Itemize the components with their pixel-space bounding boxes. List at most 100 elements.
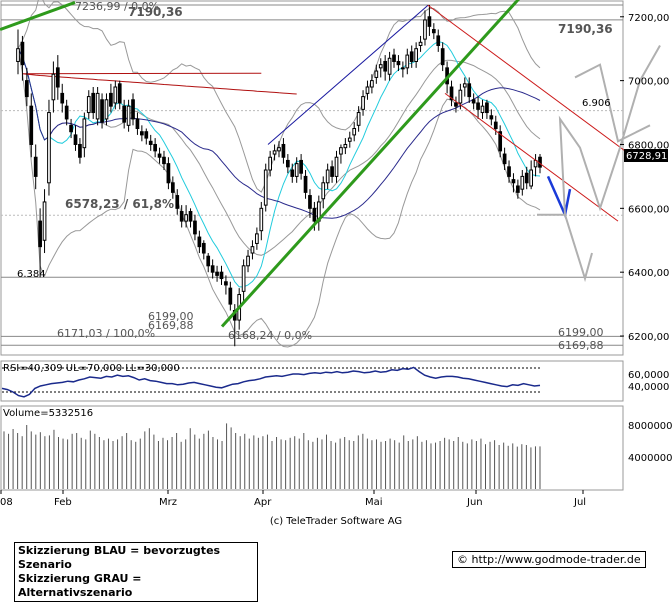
y-tick-label-1: 7000,00 [628, 77, 669, 88]
candle-body-52 [246, 255, 250, 267]
candle-body-21 [109, 92, 113, 107]
candle-body-42 [201, 242, 206, 254]
channel-red-lower [444, 92, 619, 222]
candle-body-39 [188, 211, 193, 222]
candle-body-27 [135, 118, 140, 130]
candle-body-47 [224, 281, 228, 286]
candle-body-28 [140, 131, 144, 136]
price-level-lines [1, 4, 623, 346]
candle-body-64 [299, 159, 303, 174]
candlesticks [16, 4, 542, 347]
scenario-gray-alt [574, 63, 651, 143]
candle-body-10 [60, 92, 65, 104]
candle-body-32 [157, 153, 162, 158]
candle-body-41 [197, 236, 202, 248]
candle-body-67 [312, 207, 317, 222]
candle-body-54 [255, 233, 259, 244]
candle-body-63 [294, 163, 299, 177]
candle-body-37 [179, 211, 184, 222]
candle-body-20 [104, 99, 109, 120]
candle-body-102 [467, 83, 472, 98]
copyright-text: (c) TeleTrader Software AG [269, 516, 403, 527]
candle-body-14 [78, 143, 82, 158]
candle-body-115 [524, 172, 529, 184]
bollinger-lower [17, 48, 541, 348]
time-axis: 08 Feb Mrz Apr Mai Jun Jul [0, 490, 586, 508]
candle-body-15 [82, 118, 87, 149]
candle-body-78 [361, 96, 365, 110]
candle-body-38 [184, 214, 188, 222]
x-tick-label-0: 08 [0, 497, 13, 508]
candle-body-11 [64, 105, 69, 120]
candle-body-4 [33, 156, 38, 177]
candle-body-99 [454, 102, 458, 107]
level-label-9: 6168,24 / 0,0% [228, 329, 312, 342]
candle-body-105 [480, 105, 485, 114]
candle-body-43 [206, 255, 211, 267]
candle-body-82 [378, 64, 383, 69]
candle-body-61 [285, 159, 290, 168]
candle-body-40 [193, 220, 197, 235]
candle-body-112 [511, 179, 516, 184]
copyright-icon: © [457, 553, 468, 566]
candle-body-107 [489, 115, 494, 120]
candle-body-65 [303, 175, 308, 193]
candle-body-2 [24, 80, 29, 98]
rsi-line [1, 366, 541, 398]
candle-body-116 [529, 169, 534, 187]
candle-body-73 [339, 147, 343, 155]
candle-body-76 [352, 128, 357, 136]
candle-body-87 [401, 67, 405, 70]
candle-body-74 [343, 143, 348, 149]
candle-body-95 [436, 35, 441, 47]
channel-blue-line [267, 4, 429, 145]
candle-body-85 [392, 54, 396, 62]
y-tick-label-2: 6800,00 [628, 140, 669, 151]
scenario-gray-up [537, 45, 661, 216]
x-tick-label-6: Jul [573, 497, 586, 508]
scenario-gray-down [564, 214, 593, 283]
candle-body-93 [427, 16, 432, 27]
candle-body-9 [55, 67, 60, 88]
candle-body-36 [175, 195, 180, 209]
candle-body-114 [520, 175, 525, 190]
candle-body-57 [268, 156, 273, 171]
candle-body-72 [334, 156, 339, 177]
candle-body-60 [281, 143, 286, 158]
level-label-0: 7236,99 / 0,0% [75, 0, 159, 13]
level-label-7: 6171,03 / 100,0% [57, 327, 155, 340]
candle-body-66 [308, 195, 312, 209]
channel-red-upper [427, 4, 626, 152]
candle-body-44 [210, 265, 215, 273]
rsi-tick-label-0: 60,0000 [628, 370, 669, 381]
candle-body-22 [113, 86, 118, 104]
source-url[interactable]: © http://www.godmode-trader.de [452, 551, 646, 568]
candle-body-55 [259, 207, 264, 232]
x-tick-label-4: Mai [365, 497, 383, 508]
candle-body-30 [148, 140, 153, 145]
ma-medium [17, 48, 541, 219]
scenario-legend: Skizzierung BLAU = bevorzugtes Szenario … [14, 542, 258, 602]
candle-body-90 [414, 48, 418, 62]
candle-body-110 [502, 153, 507, 165]
level-label-1: 7190,36 [128, 5, 183, 19]
candle-body-0 [16, 48, 20, 62]
candle-body-89 [409, 51, 414, 62]
candle-body-3 [29, 105, 34, 145]
volume-panel-frame [0, 405, 624, 491]
candle-body-83 [383, 60, 388, 72]
last-price-label: 6728,91 [626, 151, 667, 162]
x-tick-label-1: Feb [54, 497, 72, 508]
trend-overlays [0, 0, 661, 328]
candle-body-80 [370, 80, 374, 88]
candle-body-104 [476, 102, 480, 110]
bollinger-mid [17, 48, 541, 256]
candle-body-118 [538, 156, 542, 168]
candle-body-25 [126, 105, 131, 126]
y-tick-label-4: 6400,00 [628, 268, 669, 279]
level-label-6: 6199,00 [148, 310, 194, 323]
candle-body-8 [51, 73, 56, 101]
candle-body-88 [405, 54, 410, 69]
candle-body-17 [91, 92, 96, 114]
url-text: http://www.godmode-trader.de [471, 553, 641, 566]
